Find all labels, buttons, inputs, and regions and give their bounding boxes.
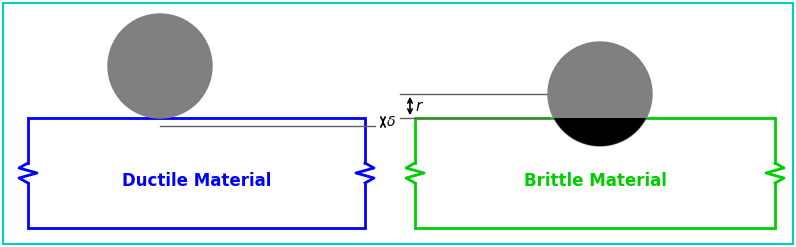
Circle shape bbox=[548, 42, 652, 146]
Text: r: r bbox=[415, 99, 421, 114]
Polygon shape bbox=[554, 118, 646, 146]
Circle shape bbox=[108, 14, 212, 118]
Text: δ: δ bbox=[387, 115, 396, 129]
Text: Brittle Material: Brittle Material bbox=[524, 172, 666, 190]
Text: Ductile Material: Ductile Material bbox=[122, 172, 271, 190]
